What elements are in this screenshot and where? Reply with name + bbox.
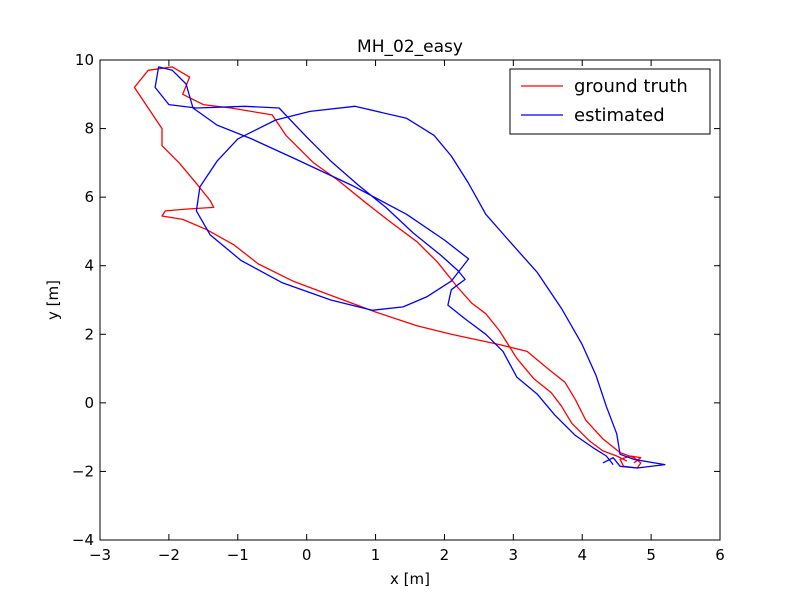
y-tick-label: −4 — [72, 531, 94, 549]
x-tick-label: 2 — [440, 546, 450, 564]
y-tick-label: −2 — [72, 462, 94, 480]
x-tick-label: 3 — [509, 546, 519, 564]
y-tick-label: 4 — [84, 257, 94, 275]
y-tick-label: 10 — [75, 51, 94, 69]
plot-frame — [99, 59, 721, 541]
legend-label-ground-truth: ground truth — [574, 76, 688, 97]
series-layer — [133, 66, 666, 469]
x-tick-label: −1 — [227, 546, 249, 564]
x-axis-label: x [m] — [390, 570, 430, 588]
y-tick-label: 6 — [84, 188, 94, 206]
y-tick-label: 2 — [84, 325, 94, 343]
x-tick-label: −2 — [158, 546, 180, 564]
x-tick-label: 6 — [715, 546, 725, 564]
y-tick-label: 8 — [84, 120, 94, 138]
series-line-ground-truth — [133, 66, 642, 469]
y-tick-label: 0 — [84, 394, 94, 412]
chart-title: MH_02_easy — [357, 37, 463, 57]
series-line-estimated — [154, 66, 666, 469]
legend-box — [509, 68, 711, 135]
y-axis-label: y [m] — [44, 280, 62, 320]
x-tick-label: 0 — [302, 546, 312, 564]
legend: ground truth estimated — [509, 68, 711, 135]
x-tick-label: 1 — [371, 546, 381, 564]
legend-label-estimated: estimated — [574, 105, 665, 126]
x-tick-label: −3 — [89, 546, 111, 564]
x-tick-label: 4 — [577, 546, 587, 564]
y-axis: −4 −2 0 2 4 6 8 10 — [72, 51, 720, 549]
x-tick-label: 5 — [646, 546, 656, 564]
x-axis: −3 −2 −1 0 1 2 3 4 5 6 — [89, 60, 725, 564]
